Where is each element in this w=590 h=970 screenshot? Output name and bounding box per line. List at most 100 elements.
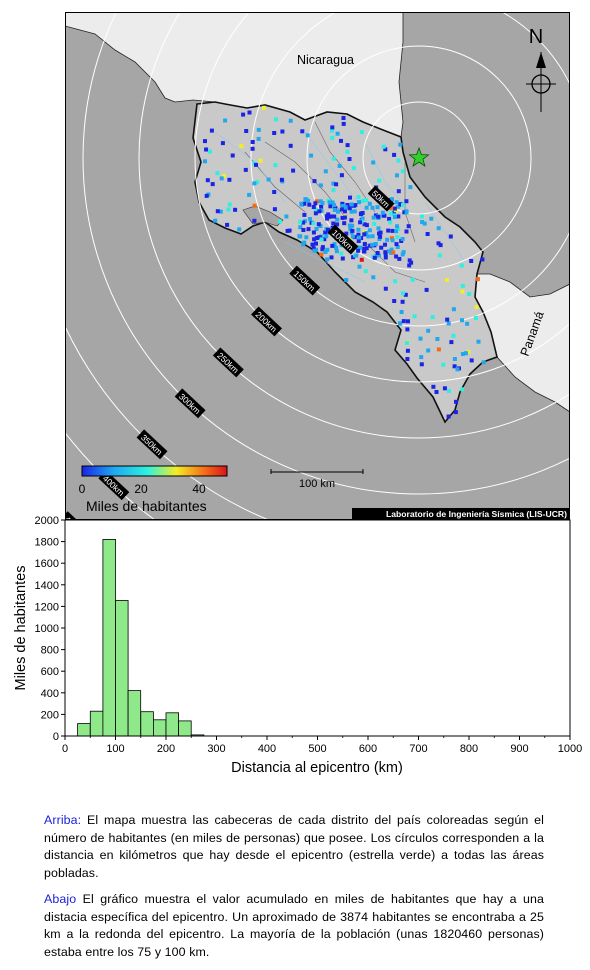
credit-box xyxy=(352,508,570,520)
district-point xyxy=(339,207,344,212)
district-point xyxy=(280,129,285,134)
district-point xyxy=(227,177,232,182)
district-point xyxy=(392,211,396,216)
district-point xyxy=(407,263,412,268)
district-point xyxy=(319,252,324,257)
district-point xyxy=(298,234,303,239)
district-point xyxy=(392,299,397,303)
district-point xyxy=(400,299,405,304)
district-point xyxy=(323,169,328,174)
district-point xyxy=(388,220,393,225)
district-point xyxy=(288,118,293,123)
district-point xyxy=(388,211,393,216)
y-axis-label: Miles de habitantes xyxy=(13,566,29,691)
district-point xyxy=(452,357,457,361)
district-point xyxy=(301,220,306,225)
x-tick-label: 1000 xyxy=(558,743,582,755)
district-point xyxy=(339,173,344,178)
district-point xyxy=(367,228,372,233)
district-point xyxy=(278,219,282,224)
costa-rica-land xyxy=(192,101,498,424)
district-point xyxy=(218,209,223,214)
district-point xyxy=(311,230,316,235)
district-point xyxy=(302,212,307,217)
district-point xyxy=(256,136,261,141)
x-axis-label: Distancia al epicentro (km) xyxy=(231,760,403,776)
district-point xyxy=(205,178,210,183)
district-point xyxy=(358,245,363,250)
district-point xyxy=(342,209,347,214)
district-point xyxy=(480,257,485,262)
district-point xyxy=(330,243,335,248)
y-tick-label: 1400 xyxy=(35,580,59,592)
x-tick-label: 300 xyxy=(207,743,225,755)
distance-ring xyxy=(306,45,532,271)
district-point xyxy=(339,138,343,143)
district-point xyxy=(230,153,235,158)
district-point xyxy=(426,348,431,353)
histogram-bar xyxy=(178,720,192,737)
histogram-bar xyxy=(140,711,154,737)
y-tick-label: 1000 xyxy=(35,623,59,635)
x-tick-label: 700 xyxy=(409,743,427,755)
district-point xyxy=(396,214,401,219)
district-point xyxy=(239,144,244,149)
district-point xyxy=(301,242,306,247)
district-point xyxy=(350,223,355,228)
district-point xyxy=(344,278,349,282)
district-point xyxy=(274,117,278,122)
district-point xyxy=(372,255,377,260)
district-point xyxy=(348,226,353,231)
district-point xyxy=(325,257,330,262)
district-point xyxy=(302,201,307,206)
district-point xyxy=(312,237,317,242)
district-point xyxy=(446,321,451,326)
district-point xyxy=(347,206,352,211)
district-point xyxy=(349,218,354,223)
province-borders xyxy=(244,121,426,283)
district-point xyxy=(340,256,345,261)
district-point xyxy=(408,185,413,190)
district-point xyxy=(345,143,350,148)
district-point xyxy=(392,152,397,157)
district-point xyxy=(442,386,447,391)
district-point xyxy=(350,228,355,233)
district-point xyxy=(438,243,443,248)
histogram-bar xyxy=(89,710,104,737)
district-point xyxy=(435,337,440,341)
district-point xyxy=(377,231,381,236)
district-point xyxy=(330,200,335,205)
district-point xyxy=(349,202,354,207)
district-point xyxy=(364,246,369,251)
y-tick-label: 1800 xyxy=(35,537,59,549)
district-point xyxy=(330,135,335,140)
district-point xyxy=(222,174,226,178)
district-point xyxy=(460,318,464,323)
district-point xyxy=(208,149,212,154)
epicenter-star xyxy=(408,146,430,167)
colorbar-label: Miles de habitantes xyxy=(86,498,207,514)
population-points xyxy=(203,105,486,419)
scale-bar: 100 km xyxy=(270,469,364,490)
district-point xyxy=(220,141,225,146)
district-point xyxy=(306,198,310,203)
district-point xyxy=(419,355,424,360)
district-point xyxy=(362,246,367,251)
district-point xyxy=(400,169,405,174)
district-point xyxy=(389,236,394,241)
district-point xyxy=(436,226,441,231)
district-point xyxy=(466,349,471,354)
district-point xyxy=(332,203,336,208)
district-point xyxy=(335,217,340,222)
district-point xyxy=(383,286,388,291)
district-point xyxy=(331,181,336,186)
x-tick-label: 600 xyxy=(359,743,377,755)
colorbar-tick: 0 xyxy=(79,482,86,496)
district-point xyxy=(371,215,376,220)
district-point xyxy=(325,216,330,221)
district-point xyxy=(284,214,289,219)
y-tick-label: 0 xyxy=(53,731,59,743)
district-point xyxy=(279,177,284,182)
district-point xyxy=(330,128,334,133)
district-point xyxy=(225,222,230,227)
